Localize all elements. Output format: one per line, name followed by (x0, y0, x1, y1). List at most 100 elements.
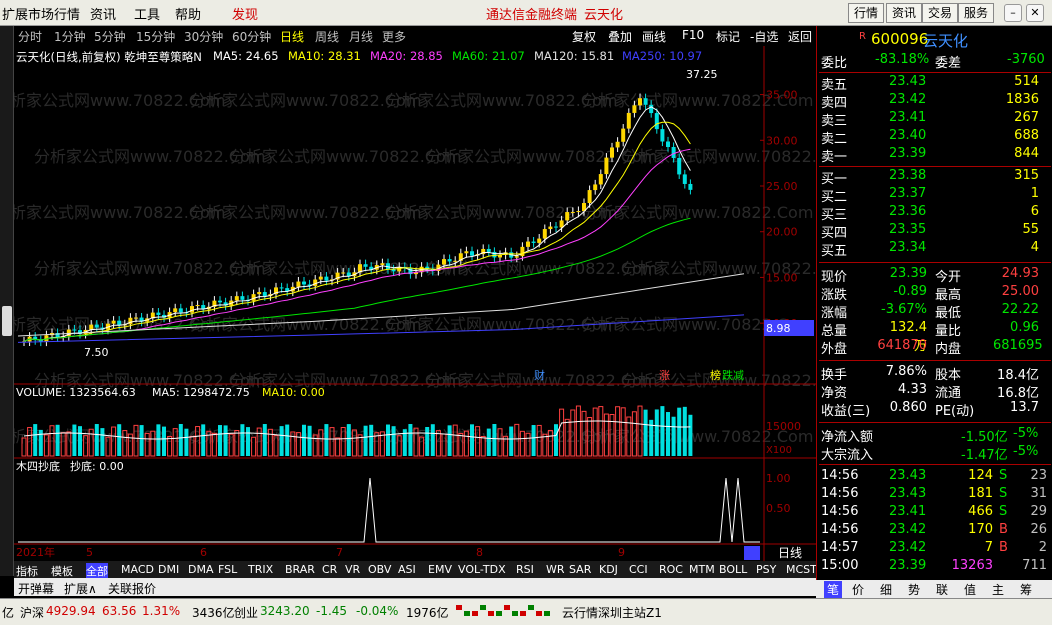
right-tab[interactable]: 笔 (824, 581, 843, 598)
right-tab[interactable]: 筹 (1020, 583, 1033, 597)
indicator-series (18, 477, 760, 543)
stat2-label: 流通 (935, 386, 962, 401)
indicator-tab[interactable]: CR (322, 563, 338, 576)
indicator-tab[interactable]: ASI (398, 563, 416, 576)
watchlist-button[interactable]: -自选 (750, 30, 779, 44)
event-board[interactable]: 榜 (710, 368, 721, 382)
indicator-tab[interactable]: CCI (629, 563, 648, 576)
indicator-tab[interactable]: BRAR (285, 563, 315, 576)
minimize-icon[interactable]: – (1004, 4, 1022, 22)
volume-bar (643, 409, 648, 456)
menu-tools[interactable]: 工具 (134, 8, 161, 23)
indicator-tab[interactable]: MACD (121, 563, 154, 576)
event-holding-cut[interactable]: 跌减 (722, 368, 744, 382)
menu-extended-market[interactable]: 扩展市场行情 (2, 8, 81, 23)
draw-button[interactable]: 画线 (642, 30, 667, 44)
candle-body (335, 272, 340, 280)
volume-bar (290, 431, 296, 457)
indicator-tab[interactable]: OBV (368, 563, 392, 576)
right-tab[interactable]: 联 (936, 583, 949, 597)
menu-news[interactable]: 资讯 (90, 8, 117, 23)
period-monthly[interactable]: 月线 (349, 30, 374, 44)
indicator-tab[interactable]: FSL (218, 563, 238, 576)
period-minute-chart[interactable]: 分时 (18, 30, 43, 44)
period-5min[interactable]: 5分钟 (94, 30, 126, 44)
f10-button[interactable]: F10 (682, 28, 705, 42)
volume-bar (598, 406, 604, 457)
candle-body (649, 104, 654, 114)
tick-side: S (999, 468, 1008, 483)
period-60min[interactable]: 60分钟 (232, 30, 272, 44)
volume-bar (122, 430, 128, 457)
service-button[interactable]: 服务 (958, 3, 995, 23)
index-sh-label[interactable]: 沪深 (20, 606, 45, 620)
close-icon[interactable]: ✕ (1026, 4, 1044, 22)
menu-help[interactable]: 帮助 (175, 8, 202, 23)
period-1min[interactable]: 1分钟 (54, 30, 86, 44)
period-15min[interactable]: 15分钟 (136, 30, 176, 44)
volume-bar (374, 432, 380, 457)
right-tab[interactable]: 细 (880, 583, 893, 597)
expand-arrow-icon[interactable] (2, 306, 12, 336)
separator (819, 360, 1051, 361)
candle-body (436, 264, 441, 271)
period-more[interactable]: 更多 (382, 30, 407, 44)
related-quote-button[interactable]: 关联报价 (108, 582, 157, 596)
volume-bar (609, 414, 615, 457)
right-tab[interactable]: 值 (964, 583, 977, 597)
indicator-tab[interactable]: RSI (516, 563, 534, 576)
volume-bar (150, 430, 156, 457)
right-tab[interactable]: 主 (992, 583, 1005, 597)
indicator-tab[interactable]: MTM (689, 563, 715, 576)
tick-time: 14:56 (821, 522, 859, 537)
volume-bar (178, 424, 183, 456)
period-daily[interactable]: 日线 (280, 30, 305, 44)
indicator-tab[interactable]: KDJ (599, 563, 618, 576)
watermark-text: 分析家公式网www.70822.Com (14, 91, 225, 110)
indicator-tab[interactable]: WR (546, 563, 565, 576)
period-weekly[interactable]: 周线 (315, 30, 340, 44)
separator (819, 166, 1051, 167)
danmaku-button[interactable]: 开弹幕 (18, 582, 55, 596)
kline-chart[interactable]: 分析家公式网www.70822.Com分析家公式网www.70822.Com分析… (14, 46, 816, 561)
indicator-tab[interactable]: PSY (756, 563, 777, 576)
indicator-tab[interactable]: DMA (188, 563, 214, 576)
volume-bar (139, 425, 144, 456)
indicator-tab[interactable]: EMV (428, 563, 452, 576)
adjust-button[interactable]: 复权 (572, 30, 597, 44)
extend-button[interactable]: 扩展∧ (64, 582, 97, 596)
period-label: 日线 (778, 546, 802, 560)
market-bar (480, 605, 486, 610)
news-button[interactable]: 资讯 (886, 3, 923, 23)
market-bar (520, 611, 526, 616)
indicator-tab[interactable]: 指标 (16, 565, 38, 578)
indicator-tab[interactable]: MCST (786, 563, 817, 576)
right-tab[interactable]: 势 (908, 583, 921, 597)
menu-discover[interactable]: 发现 (232, 8, 259, 23)
candle-body (486, 248, 491, 252)
quote-button[interactable]: 行情 (848, 3, 885, 23)
indicator-tab[interactable]: SAR (569, 563, 592, 576)
event-finance[interactable]: 财 (534, 368, 545, 382)
overlay-button[interactable]: 叠加 (608, 30, 633, 44)
indicator-tab[interactable]: DMI (158, 563, 180, 576)
period-30min[interactable]: 30分钟 (184, 30, 224, 44)
indicator-tab[interactable]: 模板 (51, 565, 73, 578)
flow-value: -1.50亿 (961, 430, 1008, 445)
mark-button[interactable]: 标记 (716, 30, 741, 44)
order-level-label: 卖一 (821, 150, 848, 165)
event-limit-up[interactable]: 涨 (659, 369, 670, 382)
scroll-indicator[interactable] (744, 546, 760, 560)
index-cy-label[interactable]: 创业 (234, 606, 259, 620)
trade-button[interactable]: 交易 (922, 3, 959, 23)
market-bar (504, 605, 510, 610)
back-button[interactable]: 返回 (788, 30, 813, 44)
indicator-tab[interactable]: 全部 (86, 563, 108, 579)
indicator-tab[interactable]: BOLL (719, 563, 748, 576)
right-tab[interactable]: 价 (852, 583, 865, 597)
indicator-tab[interactable]: VR (345, 563, 361, 576)
indicator-tab[interactable]: ROC (659, 563, 683, 576)
indicator-tab[interactable]: VOL-TDX (458, 563, 506, 576)
server-label[interactable]: 云行情深圳主站Z1 (562, 606, 662, 620)
indicator-tab[interactable]: TRIX (248, 563, 274, 576)
